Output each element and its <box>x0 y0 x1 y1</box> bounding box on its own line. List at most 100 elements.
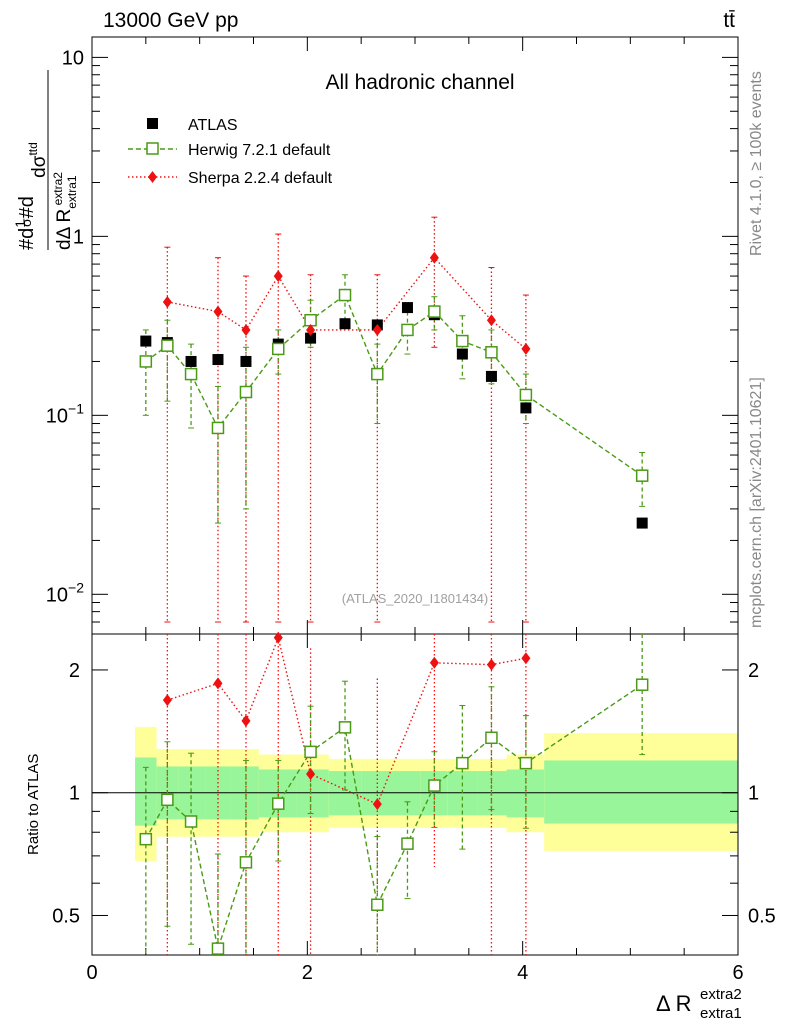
sherpa-point <box>486 314 496 327</box>
y-axis-label-denominator: dΔ Rextra1extra2 <box>51 172 79 250</box>
x-axis-label-sub: extra1 <box>700 1005 742 1022</box>
herwig-point <box>635 469 649 482</box>
x-axis-label-main: Δ R <box>656 991 691 1016</box>
sherpa-ratio-line <box>167 635 527 806</box>
y-ratio-tick-label-right: 2 <box>748 660 759 682</box>
atlas-point <box>305 332 317 344</box>
sherpa-line <box>167 256 527 350</box>
header-right: tt̄ <box>723 9 735 32</box>
herwig-line <box>145 293 643 477</box>
legend-sherpa-marker <box>148 171 157 183</box>
x-tick-label: 4 <box>517 962 528 984</box>
side-label-top: Rivet 4.1.0, ≥ 100k events <box>748 71 765 256</box>
herwig-ratio-point <box>211 942 225 955</box>
ratio-plot-series <box>139 631 649 955</box>
chart-title: All hadronic channel <box>325 71 514 94</box>
analysis-watermark: (ATLAS_2020_I1801434) <box>342 591 488 606</box>
herwig-ratio-point <box>428 779 441 792</box>
atlas-point <box>140 335 152 347</box>
herwig-ratio-point <box>139 832 153 846</box>
herwig-point <box>428 305 441 318</box>
herwig-point <box>272 342 285 356</box>
atlas-point <box>456 348 468 360</box>
herwig-point <box>485 346 498 359</box>
atlas-point <box>240 355 252 367</box>
herwig-point <box>211 421 225 435</box>
y-ratio-tick-label: 2 <box>69 660 80 682</box>
sherpa-point <box>372 323 382 336</box>
y-main-tick-label: 10−1 <box>46 400 84 427</box>
herwig-ratio-point <box>519 756 533 770</box>
side-label-bottom: mcplots.cern.ch [arXiv:2401.10621] <box>748 377 765 628</box>
legend-atlas-marker <box>147 118 158 129</box>
atlas-point <box>185 355 197 367</box>
ratio-y-axis-label: Ratio to ATLAS <box>25 754 42 855</box>
axis-ticks: 0 2 4 6 10 1 10−1 10−2 2 2 1 1 0.5 0.5 <box>46 37 776 984</box>
atlas-point <box>339 318 351 330</box>
atlas-point <box>401 302 413 314</box>
x-tick-label: 2 <box>302 962 313 984</box>
atlas-point <box>520 402 532 414</box>
sherpa-ratio-point <box>429 656 439 669</box>
sherpa-ratio-point <box>162 694 172 707</box>
band-inner-14 <box>544 760 738 824</box>
herwig-point <box>239 385 253 399</box>
herwig-ratio-point <box>338 721 352 734</box>
atlas-point <box>485 370 497 382</box>
legend-sherpa-label: Sherpa 2.2.4 default <box>188 170 333 187</box>
y-ratio-tick-label: 0.5 <box>52 905 80 927</box>
herwig-point <box>401 323 414 337</box>
atlas-point <box>212 354 224 366</box>
ratio-uncertainty-bands <box>92 726 738 862</box>
sherpa-ratio-point <box>241 714 251 727</box>
herwig-ratio-point <box>485 731 498 745</box>
main-y-axis-label: #d1σ#d dσttd dΔ Rextra1extra2 <box>12 70 79 250</box>
sherpa-point <box>521 342 531 355</box>
y-axis-label-numerator: dσttd <box>26 142 50 178</box>
herwig-ratio-point <box>304 745 317 759</box>
sherpa-point <box>306 323 316 336</box>
herwig-point <box>139 355 153 368</box>
herwig-point <box>519 388 533 402</box>
herwig-point <box>456 334 469 348</box>
x-axis-label: Δ R extra2 extra1 <box>656 986 742 1022</box>
herwig-point <box>184 367 198 381</box>
herwig-point <box>338 288 352 302</box>
main-plot-series <box>139 216 649 623</box>
herwig-ratio-point <box>161 793 174 807</box>
sherpa-point <box>273 270 283 283</box>
y-main-tick-label: 10−2 <box>46 579 84 606</box>
legend-atlas-label: ATLAS <box>188 117 238 134</box>
header-left: 13000 GeV pp <box>103 9 238 32</box>
legend-herwig-label: Herwig 7.2.1 default <box>188 142 331 159</box>
herwig-ratio-point <box>635 678 649 691</box>
herwig-ratio-point <box>239 856 253 869</box>
y-axis-label-prefix: #d1σ#d <box>12 196 38 250</box>
sherpa-ratio-point <box>521 652 531 665</box>
sherpa-ratio-point <box>306 768 316 781</box>
sherpa-ratio-point <box>213 677 223 690</box>
legend-herwig-marker <box>146 142 159 155</box>
y-ratio-tick-label: 1 <box>69 783 80 805</box>
herwig-point <box>161 339 174 352</box>
herwig-ratio-point <box>401 837 414 850</box>
herwig-ratio-point <box>184 815 198 828</box>
sherpa-point <box>162 295 172 308</box>
herwig-point <box>371 367 384 381</box>
sherpa-ratio-point <box>372 798 382 811</box>
sherpa-ratio-point <box>273 631 283 644</box>
legend: ATLAS Herwig 7.2.1 default Sherpa 2.2.4 … <box>128 117 333 187</box>
sherpa-point <box>213 305 223 318</box>
herwig-ratio-point <box>456 756 469 770</box>
y-main-tick-label: 1 <box>73 226 84 248</box>
atlas-point <box>636 517 648 529</box>
herwig-ratio-point <box>371 898 384 911</box>
sherpa-point <box>241 323 251 336</box>
x-axis-label-sup: extra2 <box>700 986 742 1003</box>
sherpa-point <box>429 251 439 264</box>
y-ratio-tick-label-right: 0.5 <box>748 905 776 927</box>
sherpa-ratio-point <box>486 658 496 671</box>
x-tick-label: 6 <box>732 962 743 984</box>
band-inner-6 <box>296 769 329 818</box>
